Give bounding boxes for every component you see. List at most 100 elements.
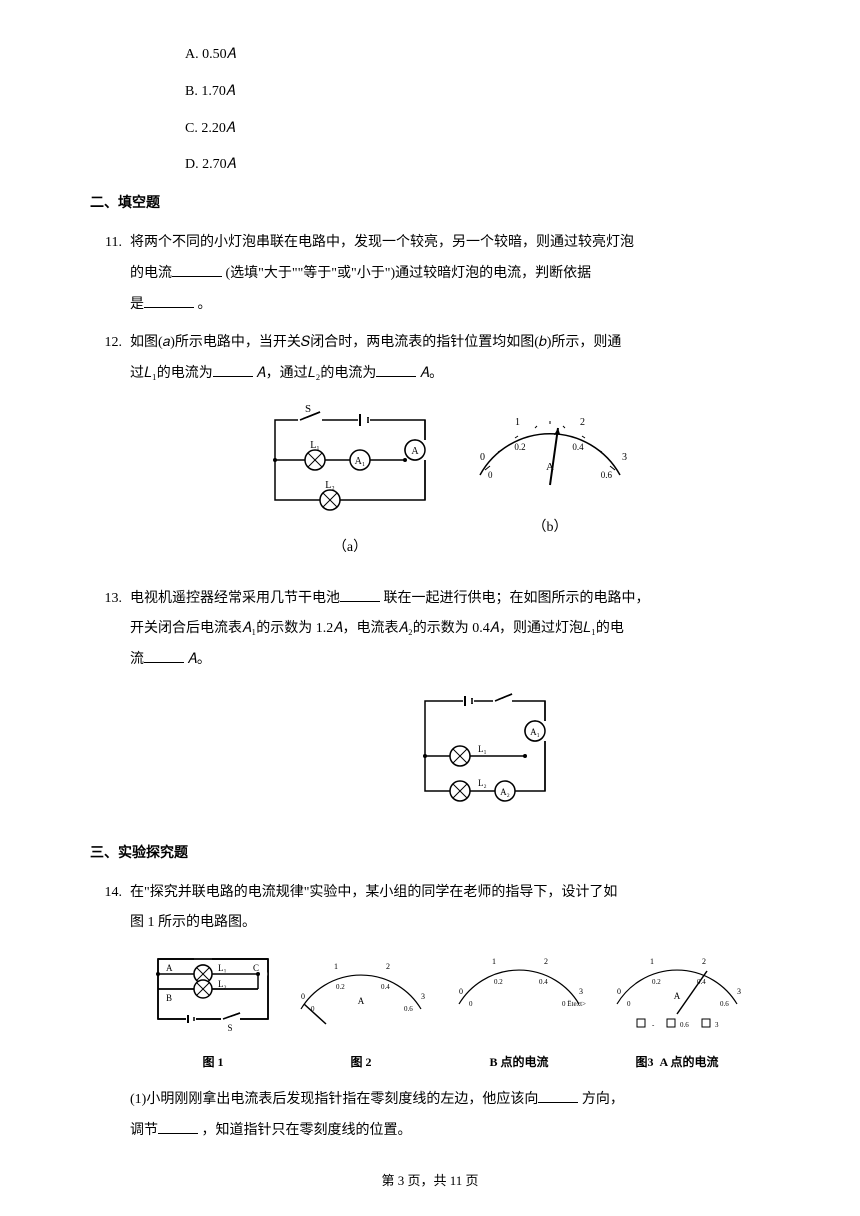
q13-blank1 bbox=[340, 585, 380, 602]
svg-text:0.2: 0.2 bbox=[494, 978, 503, 986]
question-12: 12. 如图(𝑎)所示电路中，当开关𝑆闭合时，两电流表的指针位置均如图(𝑏)所示… bbox=[90, 328, 770, 390]
svg-text:0.4: 0.4 bbox=[539, 978, 548, 986]
q13-text3: 开关闭合后电流表𝐴₁的示数为 1.2𝐴，电流表𝐴₂的示数为 0.4𝐴，则通过灯泡… bbox=[130, 621, 624, 636]
q13-text1: 电视机遥控器经常采用几节干电池 bbox=[130, 591, 340, 606]
fig3-label: 图3 bbox=[635, 1049, 653, 1075]
q13-text5: 𝐴。 bbox=[188, 652, 211, 667]
option-d-label: D. bbox=[185, 157, 199, 172]
q11-blank1 bbox=[172, 260, 222, 277]
q13-number: 13. bbox=[90, 584, 130, 676]
q14-sub1-text3: 调节 bbox=[130, 1123, 158, 1138]
fig3-b-label: B 点的电流 bbox=[444, 1049, 594, 1075]
svg-text:S: S bbox=[227, 1023, 232, 1033]
option-c: C. 2.20𝐴 bbox=[185, 114, 770, 145]
option-a: A. 0.50𝐴 bbox=[185, 40, 770, 71]
fig3-a-box: 0 1 2 3 0 0.2 0.4 0.6 A - 0.6 3 bbox=[602, 949, 752, 1075]
q11-body: 将两个不同的小灯泡串联在电路中，发现一个较亮，另一个较暗，则通过较亮灯泡 的电流… bbox=[130, 228, 770, 320]
q12-text1: 如图(𝑎)所示电路中，当开关𝑆闭合时，两电流表的指针位置均如图(𝑏)所示，则通 bbox=[130, 335, 621, 350]
svg-text:A: A bbox=[546, 461, 554, 473]
q13-text2: 联在一起进行供电；在如图所示的电路中， bbox=[384, 591, 650, 606]
option-c-label: C. bbox=[185, 121, 198, 136]
svg-text:0.6: 0.6 bbox=[720, 1000, 729, 1008]
option-d: D. 2.70𝐴 bbox=[185, 150, 770, 181]
question-14: 14. 在"探究并联电路的电流规律"实验中，某小组的同学在老师的指导下，设计了如… bbox=[90, 878, 770, 1147]
fig1-svg: A B C L₁ bbox=[148, 949, 278, 1034]
svg-text:0: 0 bbox=[480, 452, 485, 463]
answer-options: A. 0.50𝐴 B. 1.70𝐴 C. 2.20𝐴 D. 2.70𝐴 bbox=[185, 40, 770, 181]
figure-12-container: S A A L₁ A₁ L₂ （a） bbox=[130, 400, 770, 564]
q11-text5: 。 bbox=[198, 297, 212, 312]
svg-text:0.4: 0.4 bbox=[572, 442, 584, 452]
q12-body: 如图(𝑎)所示电路中，当开关𝑆闭合时，两电流表的指针位置均如图(𝑏)所示，则通 … bbox=[130, 328, 770, 390]
figure-a-label: （a） bbox=[260, 533, 440, 564]
svg-text:L₂: L₂ bbox=[325, 480, 335, 491]
question-13: 13. 电视机遥控器经常采用几节干电池 联在一起进行供电；在如图所示的电路中， … bbox=[90, 584, 770, 676]
fig2-svg: 0 1 2 3 0 0.2 0.4 0.6 A bbox=[286, 949, 436, 1034]
svg-text:A: A bbox=[411, 446, 419, 457]
svg-text:L₁: L₁ bbox=[218, 963, 227, 973]
q14-body: 在"探究并联电路的电流规律"实验中，某小组的同学在老师的指导下，设计了如 图 1… bbox=[130, 878, 770, 1147]
svg-text:A₁: A₁ bbox=[355, 456, 366, 467]
figure-b-label: （b） bbox=[460, 513, 640, 544]
svg-text:A₁: A₁ bbox=[530, 727, 540, 737]
section-2-header: 二、填空题 bbox=[90, 189, 770, 220]
svg-text:L₂: L₂ bbox=[478, 778, 487, 788]
fig3-a-label: A 点的电流 bbox=[660, 1049, 719, 1075]
svg-text:0: 0 bbox=[469, 1000, 473, 1008]
option-b-value: 1.70𝐴 bbox=[201, 84, 235, 99]
q14-sub1-text2: 方向， bbox=[582, 1092, 624, 1107]
meter-b-box: 0 1 2 3 0 0.2 0.4 0.6 A （b） bbox=[460, 400, 640, 564]
figure-14-container: A B C L₁ bbox=[130, 949, 770, 1075]
svg-text:1: 1 bbox=[334, 962, 338, 971]
svg-text:C: C bbox=[253, 963, 259, 973]
circuit-a-svg: S A A L₁ A₁ L₂ bbox=[260, 400, 440, 520]
svg-text:L₁: L₁ bbox=[310, 440, 320, 451]
svg-text:3: 3 bbox=[579, 987, 583, 996]
fig3-b-svg: 0 1 2 3 0 0.2 0.4 0 Ëtext> A - 0.6 3 bbox=[444, 949, 594, 1034]
q14-sub1: (1)小明刚刚拿出电流表后发现指针指在零刻度线的左边，他应该向 方向， 调节 ，… bbox=[130, 1085, 770, 1147]
page-footer: 第 3 页，共 11 页 bbox=[0, 1167, 860, 1196]
option-b: B. 1.70𝐴 bbox=[185, 77, 770, 108]
svg-text:L₁: L₁ bbox=[478, 744, 487, 754]
svg-text:-: - bbox=[652, 1021, 655, 1029]
svg-text:3: 3 bbox=[715, 1021, 719, 1029]
svg-text:0.6: 0.6 bbox=[404, 1005, 413, 1013]
svg-text:3: 3 bbox=[622, 452, 627, 463]
q14-sub1-blank1 bbox=[538, 1087, 578, 1104]
q12-text2: 过𝐿₁的电流为 bbox=[130, 366, 213, 381]
svg-text:0.6: 0.6 bbox=[601, 470, 613, 480]
option-a-label: A. bbox=[185, 47, 199, 62]
q14-sub1-text1: (1)小明刚刚拿出电流表后发现指针指在零刻度线的左边，他应该向 bbox=[130, 1092, 538, 1107]
option-b-label: B. bbox=[185, 84, 198, 99]
svg-text:3: 3 bbox=[421, 992, 425, 1001]
svg-text:A: A bbox=[166, 963, 173, 973]
svg-text:A: A bbox=[358, 996, 365, 1006]
q13-blank2 bbox=[144, 646, 184, 663]
circuit-13-svg: A₁ A₁ L₁ L₂ A₂ bbox=[410, 686, 560, 806]
q13-text4: 流 bbox=[130, 652, 144, 667]
svg-text:0: 0 bbox=[301, 992, 305, 1001]
q12-text3: 𝐴，通过𝐿₂的电流为 bbox=[256, 366, 376, 381]
option-c-value: 2.20𝐴 bbox=[201, 121, 235, 136]
figure-13-container: A₁ A₁ L₁ L₂ A₂ bbox=[90, 686, 770, 819]
svg-text:0 Ëtext>: 0 Ëtext> A - 0.6 3 bbox=[562, 1000, 586, 1008]
q11-text3: (选填"大于""等于"或"小于")通过较暗灯泡的电流，判断依据 bbox=[226, 266, 592, 281]
question-11: 11. 将两个不同的小灯泡串联在电路中，发现一个较亮，另一个较暗，则通过较亮灯泡… bbox=[90, 228, 770, 320]
svg-text:1: 1 bbox=[515, 417, 520, 428]
q11-blank2 bbox=[144, 291, 194, 308]
q14-sub1-blank2 bbox=[158, 1117, 198, 1134]
option-d-value: 2.70𝐴 bbox=[202, 157, 236, 172]
q12-blank1 bbox=[213, 360, 253, 377]
svg-text:0: 0 bbox=[459, 987, 463, 996]
fig1-box: A B C L₁ bbox=[148, 949, 278, 1075]
q12-number: 12. bbox=[90, 328, 130, 390]
q11-number: 11. bbox=[90, 228, 130, 320]
svg-text:0.2: 0.2 bbox=[336, 983, 345, 991]
option-a-value: 0.50𝐴 bbox=[202, 47, 236, 62]
svg-text:1: 1 bbox=[492, 957, 496, 966]
svg-text:2: 2 bbox=[544, 957, 548, 966]
q13-body: 电视机遥控器经常采用几节干电池 联在一起进行供电；在如图所示的电路中， 开关闭合… bbox=[130, 584, 770, 676]
svg-text:A: A bbox=[674, 991, 681, 1001]
fig3-a-svg: 0 1 2 3 0 0.2 0.4 0.6 A - 0.6 3 bbox=[602, 949, 752, 1034]
q11-text2: 的电流 bbox=[130, 266, 172, 281]
